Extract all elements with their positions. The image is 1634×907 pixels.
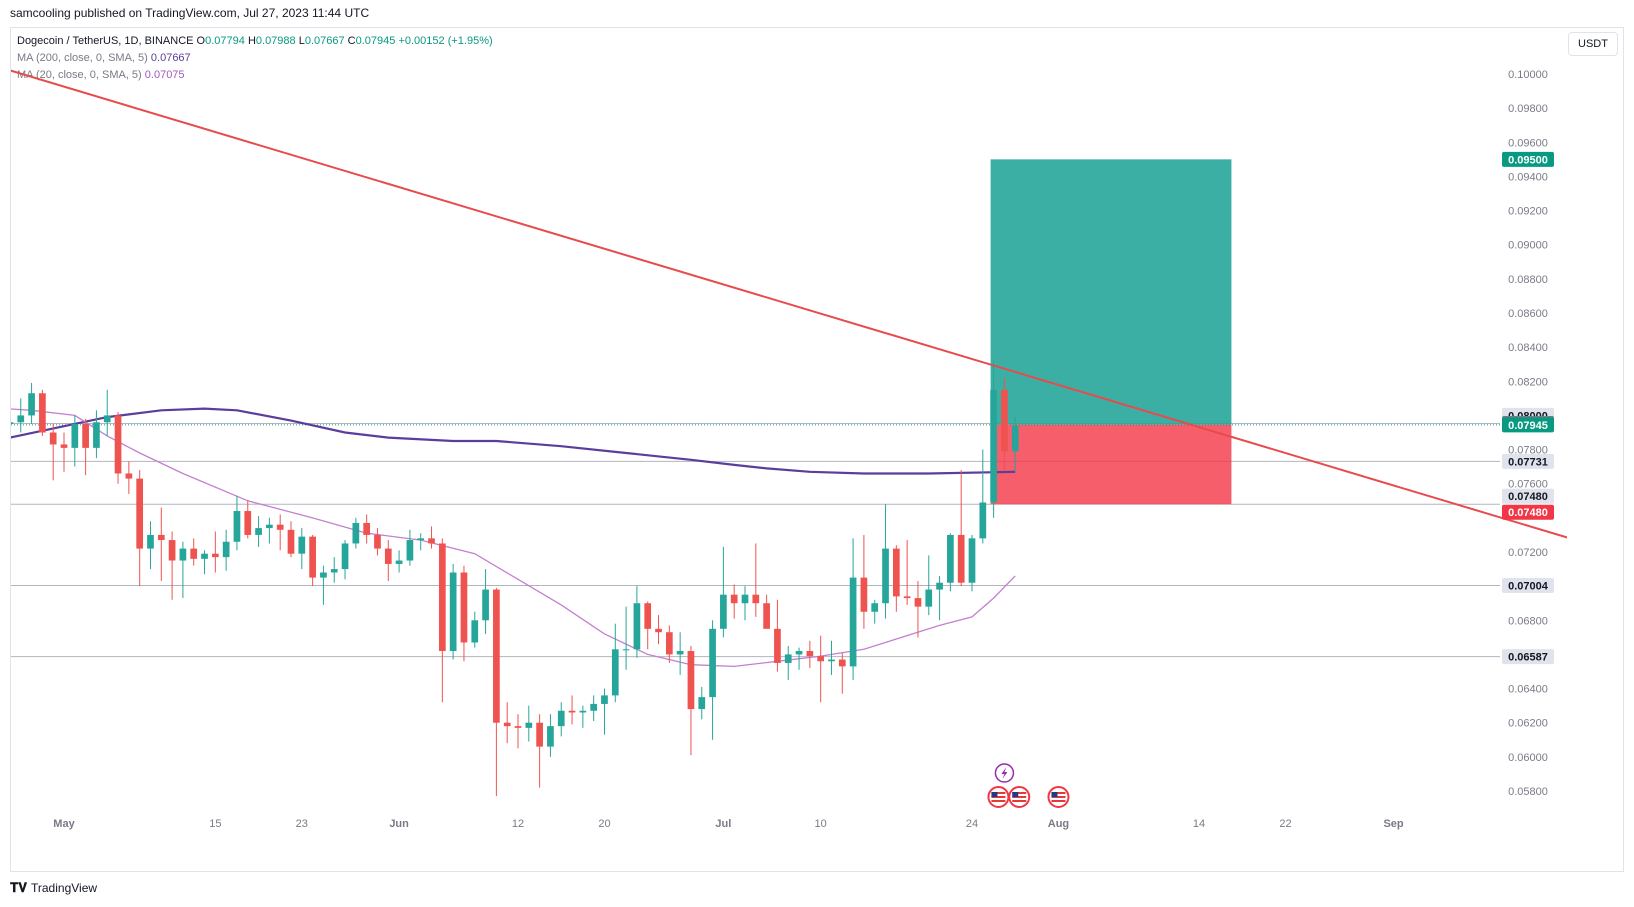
currency-unit-button[interactable]: USDT bbox=[1568, 32, 1618, 56]
ma20-label: MA (20, close, 0, SMA, 5) bbox=[17, 69, 142, 81]
ma200-row[interactable]: MA (200, close, 0, SMA, 5) 0.07667 bbox=[17, 50, 493, 67]
ma200-label: MA (200, close, 0, SMA, 5) bbox=[17, 52, 148, 64]
symbol-row: Dogecoin / TetherUS, 1D, BINANCE O0.0779… bbox=[17, 33, 493, 50]
low-label: L bbox=[298, 35, 305, 47]
footer-brand[interactable]: 𝐓𝐕 TradingView bbox=[10, 880, 97, 896]
close-label: C bbox=[347, 35, 356, 47]
candle-body bbox=[0, 424, 2, 450]
symbol-name[interactable]: Dogecoin / TetherUS, 1D, BINANCE bbox=[17, 35, 194, 47]
high-value: 0.07988 bbox=[255, 35, 296, 47]
candle[interactable] bbox=[0, 410, 2, 453]
close-value: 0.07945 bbox=[355, 35, 396, 47]
ma20-row[interactable]: MA (20, close, 0, SMA, 5) 0.07075 bbox=[17, 67, 493, 84]
chart-frame bbox=[10, 27, 1624, 872]
change-value: +0.00152 (+1.95%) bbox=[398, 35, 493, 47]
ma20-value: 0.07075 bbox=[144, 69, 185, 81]
ma200-value: 0.07667 bbox=[150, 52, 191, 64]
chart-legend: Dogecoin / TetherUS, 1D, BINANCE O0.0779… bbox=[17, 33, 493, 84]
publisher-line: samcooling published on TradingView.com,… bbox=[10, 6, 370, 20]
open-value: 0.07794 bbox=[205, 35, 245, 47]
high-label: H bbox=[247, 35, 256, 47]
low-value: 0.07667 bbox=[304, 35, 345, 47]
open-label: O bbox=[196, 35, 206, 47]
tradingview-logo-icon: 𝐓𝐕 bbox=[10, 880, 27, 895]
brand-name: TradingView bbox=[31, 881, 98, 895]
